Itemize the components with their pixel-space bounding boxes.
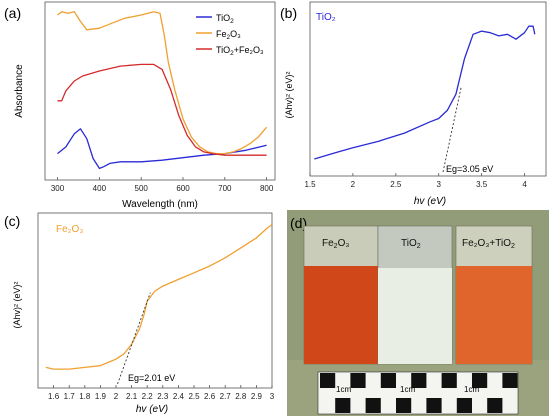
x-ticks-c: 1.6 1.7 1.8 1.9 2 2.1 2.2 2.3 2.4 2.5 2.6 2.7 2.8 2.9…: [48, 385, 275, 401]
panel-label-a: (a): [4, 5, 21, 21]
x-tick-label: 4: [522, 180, 527, 189]
bandgap-annotation-c: Eg=2.01 eV: [128, 373, 175, 383]
x-tick-label: 2.5: [390, 180, 402, 189]
ruler-square: [487, 398, 503, 413]
x-tick-label: 1.7: [64, 392, 76, 401]
legend-label-tio2: TiO2: [216, 13, 234, 25]
ruler-label-1: 1cm: [336, 385, 351, 394]
ruler-square: [456, 398, 472, 413]
y-axis-label-a: Absorbance: [14, 64, 25, 118]
panel-label-d: (d): [290, 215, 307, 231]
ruler-square: [411, 373, 427, 388]
ruler-square: [365, 398, 381, 413]
ruler-square: [350, 373, 366, 388]
series-line-1-1: [57, 128, 267, 170]
x-tick-label: 2.9: [251, 392, 263, 401]
series-line-2-1: [314, 25, 536, 160]
ruler-label-3: 1cm: [464, 385, 479, 394]
x-tick-label: 300: [51, 184, 65, 193]
x-tick-label: 2.3: [157, 392, 169, 401]
y-axis-label-b: (Ahv)² (eV)²: [284, 71, 294, 118]
x-tick-label: 2: [351, 180, 356, 189]
ruler-square: [396, 398, 412, 413]
series-line-3-1: [45, 224, 273, 370]
x-axis-label-c: hv (eV): [136, 404, 168, 415]
panel-c: (c) Fe₂O₃ (Ahv)² (eV)² hv (eV) 1.6 1.7 1.8…: [4, 212, 275, 415]
plot-frame-b: [309, 1, 547, 177]
bandgap-annotation-b: Eg=3.05 eV: [446, 164, 493, 174]
ruler-square: [441, 373, 457, 388]
ruler-square: [472, 373, 488, 388]
ruler: 1cm 1cm 1cm: [317, 371, 519, 415]
x-ticks-a: 300 400 500 600 700 800: [51, 177, 274, 193]
x-tick-label: 2.2: [142, 392, 154, 401]
x-tick-label: 2.1: [126, 392, 138, 401]
series-group-b: [314, 25, 536, 173]
x-tick-label: 2.4: [173, 392, 185, 401]
x-tick-label: 3.5: [476, 180, 488, 189]
ruler-square: [335, 398, 351, 413]
x-tick-label: 1.6: [48, 392, 60, 401]
tangent-line: [117, 292, 151, 385]
x-tick-label: 2: [114, 392, 119, 401]
panel-label-c: (c): [4, 213, 20, 229]
plot-frame-a: [44, 1, 276, 181]
x-tick-label: 400: [93, 184, 107, 193]
sample-label: Fe₂O₃+TiO2: [462, 238, 515, 250]
ruler-square: [502, 373, 518, 388]
sample-slide-fe2o3: Fe2O₃: [303, 225, 379, 365]
panel-a: (a) Absorbance Wavelength (nm) 300 400 500…: [4, 1, 276, 210]
series-line-1-2: [57, 11, 268, 155]
legend-a: TiO2 Fe2O₃ TiO2+Fe₂O₃: [196, 13, 264, 57]
ruler-label-2: 1cm: [400, 385, 415, 394]
panel-title-b: TiO₂: [316, 12, 336, 23]
x-axis-label-b: hv (eV): [414, 196, 446, 207]
ruler-square: [426, 398, 442, 413]
ruler-checker: [320, 373, 518, 413]
x-tick-label: 500: [135, 184, 149, 193]
x-tick-label: 1.5: [304, 180, 316, 189]
sample-film: [378, 268, 452, 364]
panel-d-photo: (d) Fe2O₃ TiO2 Fe₂O₃+TiO2 1cm 1cm 1cm: [287, 210, 549, 416]
x-tick-label: 3: [437, 180, 442, 189]
x-tick-label: 700: [218, 184, 232, 193]
panel-label-b: (b): [280, 5, 297, 21]
sample-label: TiO2: [401, 238, 421, 250]
legend-label-fe2o3: Fe2O₃: [216, 29, 241, 41]
x-tick-label: 2.5: [188, 392, 200, 401]
x-tick-label: 2.8: [235, 392, 247, 401]
plot-frame-c: [37, 212, 273, 389]
x-tick-label: 600: [176, 184, 190, 193]
ruler-square: [320, 373, 336, 388]
series-group-a: [57, 11, 268, 170]
panel-title-c: Fe₂O₃: [56, 224, 83, 235]
ruler-square: [380, 373, 396, 388]
panel-b: (b) TiO₂ (Ahv)² (eV)² hv (eV) 1.5 2 2.5 3 3.…: [280, 1, 547, 207]
series-line-1-3: [57, 63, 267, 156]
y-axis-label-c: (Ahv)² (eV)²: [12, 281, 22, 328]
x-tick-label: 3: [270, 392, 275, 401]
sample-label: Fe2O₃: [322, 238, 349, 250]
x-tick-label: 2.7: [220, 392, 232, 401]
x-axis-label-a: Wavelength (nm): [122, 199, 198, 210]
x-tick-label: 1.9: [95, 392, 107, 401]
sample-film: [456, 266, 532, 364]
sample-slide-composite: Fe₂O₃+TiO2: [455, 225, 533, 365]
x-ticks-b: 1.5 2 2.5 3 3.5 4: [304, 173, 527, 189]
x-tick-label: 2.6: [204, 392, 216, 401]
x-tick-label: 800: [260, 184, 274, 193]
x-tick-label: 1.8: [79, 392, 91, 401]
sample-film: [304, 266, 378, 364]
sample-slide-tio2: TiO2: [377, 225, 453, 365]
series-group-c: [45, 224, 273, 385]
legend-label-composite: TiO2+Fe₂O₃: [216, 45, 264, 57]
